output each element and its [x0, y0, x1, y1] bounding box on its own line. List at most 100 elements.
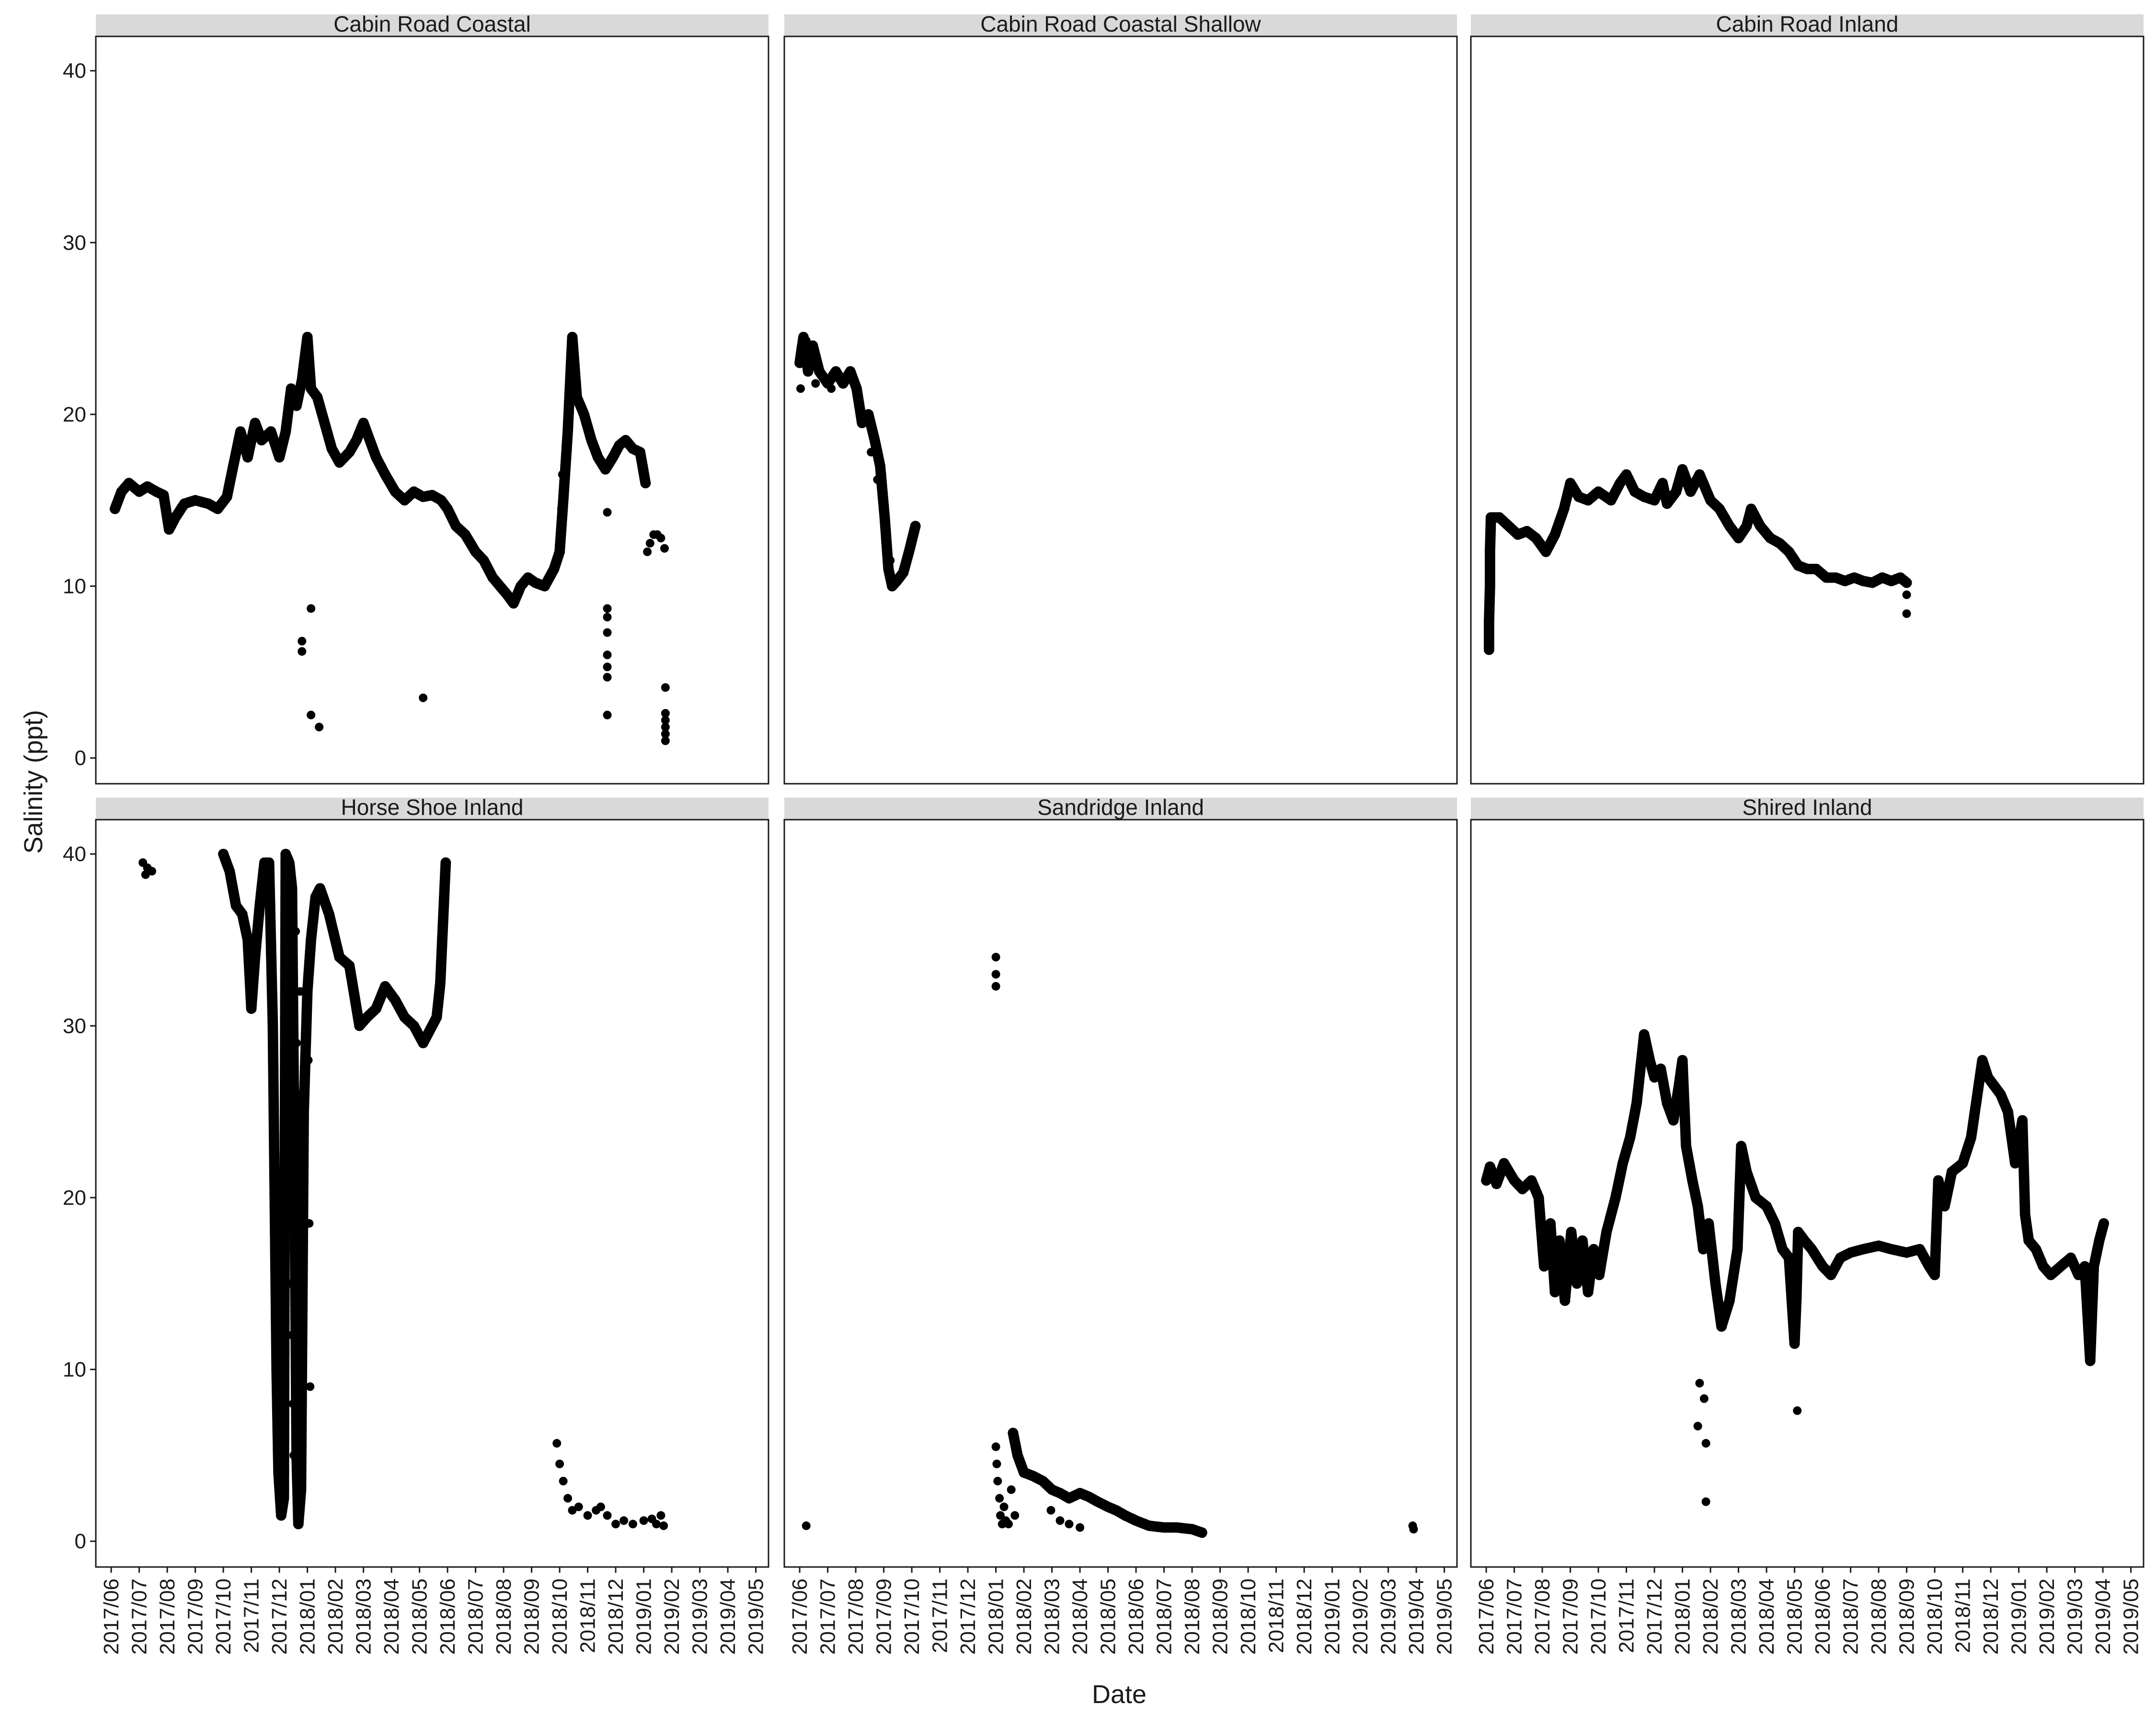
data-point — [307, 710, 316, 720]
data-point — [552, 1439, 562, 1448]
data-point — [305, 1219, 314, 1228]
panel-frame — [1470, 35, 2145, 785]
panel-frame — [783, 819, 1458, 1568]
facet-strip — [96, 798, 768, 820]
y-tick-label: 20 — [63, 403, 86, 426]
data-point — [574, 1502, 583, 1511]
data-point — [867, 447, 876, 457]
data-point — [992, 1459, 1001, 1468]
x-tick-label: 2017/06 — [788, 1578, 812, 1655]
x-tick-label: 2018/02 — [1012, 1578, 1036, 1655]
data-point — [991, 970, 1000, 979]
x-tick-label: 2019/05 — [1433, 1578, 1456, 1655]
data-point — [295, 1373, 304, 1383]
data-point — [292, 1039, 301, 1048]
data-point — [873, 475, 882, 484]
x-tick-label: 2018/04 — [1068, 1578, 1092, 1655]
data-point — [291, 927, 300, 936]
x-tick-label: 2018/02 — [1699, 1578, 1722, 1655]
x-tick-label: 2018/11 — [576, 1578, 600, 1653]
data-point — [882, 530, 891, 539]
data-point — [307, 604, 316, 613]
x-tick-label: 2018/06 — [1811, 1578, 1835, 1655]
data-point — [661, 722, 670, 732]
x-tick-label: 2018/11 — [1951, 1578, 1975, 1653]
data-point — [1007, 1485, 1016, 1494]
data-point — [558, 470, 567, 479]
x-tick-label: 2017/08 — [844, 1578, 868, 1655]
facet-title: Shired Inland — [1742, 795, 1872, 820]
data-point — [293, 1236, 302, 1245]
x-tick-label: 2018/03 — [1041, 1578, 1064, 1655]
data-point — [603, 613, 612, 622]
data-point — [298, 1279, 307, 1288]
x-tick-label: 2018/03 — [1727, 1578, 1751, 1655]
data-point — [296, 987, 305, 996]
x-tick-label: 2018/08 — [1181, 1578, 1204, 1655]
data-point — [1004, 1520, 1013, 1529]
x-tick-label: 2019/01 — [632, 1578, 656, 1655]
x-tick-label: 2018/07 — [1153, 1578, 1176, 1655]
x-tick-label: 2017/06 — [100, 1578, 123, 1655]
x-tick-label: 2018/08 — [1867, 1578, 1891, 1655]
data-point — [1699, 1394, 1709, 1403]
data-point — [555, 1459, 564, 1468]
data-point — [1065, 1520, 1074, 1529]
data-point — [289, 1451, 298, 1460]
data-point — [596, 1502, 605, 1511]
data-point — [557, 504, 566, 514]
data-point — [1010, 1511, 1020, 1520]
data-point — [802, 336, 811, 345]
x-tick-label: 2017/06 — [1475, 1578, 1498, 1655]
data-point — [603, 651, 612, 660]
x-tick-label: 2018/02 — [324, 1578, 347, 1655]
data-point — [293, 1142, 302, 1151]
data-point — [440, 857, 451, 868]
x-tick-label: 2018/07 — [464, 1578, 488, 1655]
y-axis-title: Salinity (ppt) — [19, 710, 48, 854]
facet-strip — [1471, 798, 2144, 820]
data-point — [910, 521, 921, 532]
x-tick-label: 2019/04 — [2091, 1578, 2115, 1655]
facet-panel: Cabin Road Coastal Shallow — [783, 11, 1458, 785]
x-tick-label: 2017/08 — [156, 1578, 179, 1655]
facet-panel: Cabin Road Coastal 0 10 20 30 40 — [63, 11, 769, 785]
data-point — [1196, 1527, 1207, 1538]
data-point — [563, 1494, 573, 1503]
data-point — [643, 547, 652, 556]
data-point — [1793, 1406, 1802, 1415]
x-tick-label: 2019/05 — [2120, 1578, 2143, 1655]
data-point — [148, 867, 156, 876]
x-tick-label: 2019/01 — [2007, 1578, 2031, 1655]
data-point — [1901, 577, 1912, 588]
x-tick-label: 2018/03 — [352, 1578, 376, 1655]
y-tick-label: 40 — [63, 843, 86, 866]
data-point — [298, 647, 307, 656]
x-tick-label: 2017/07 — [1503, 1578, 1526, 1655]
y-tick-label: 0 — [75, 746, 86, 770]
y-tick-label: 0 — [75, 1530, 86, 1553]
x-tick-label: 2017/12 — [956, 1578, 980, 1655]
data-point — [996, 1511, 1005, 1520]
data-point — [315, 722, 324, 732]
data-point — [1409, 1525, 1418, 1534]
data-point — [661, 709, 670, 718]
data-point — [285, 1124, 294, 1133]
x-tick-label: 2017/09 — [184, 1578, 207, 1655]
data-point — [298, 1417, 307, 1426]
x-tick-label: 2017/10 — [900, 1578, 924, 1655]
data-point — [603, 1511, 612, 1520]
y-tick-label: 30 — [63, 1014, 86, 1038]
x-tick-label: 2017/10 — [212, 1578, 235, 1655]
data-point — [285, 1047, 294, 1056]
x-tick-label: 2018/05 — [1097, 1578, 1120, 1655]
x-tick-label: 2017/11 — [240, 1578, 264, 1653]
panel-frame — [1470, 819, 2145, 1568]
data-point — [284, 978, 293, 987]
data-point — [1902, 609, 1911, 618]
facet-strip — [784, 798, 1457, 820]
x-tick-label: 2018/07 — [1839, 1578, 1863, 1655]
x-tick-label: 2018/10 — [1923, 1578, 1947, 1655]
facet-title: Horse Shoe Inland — [341, 795, 523, 820]
